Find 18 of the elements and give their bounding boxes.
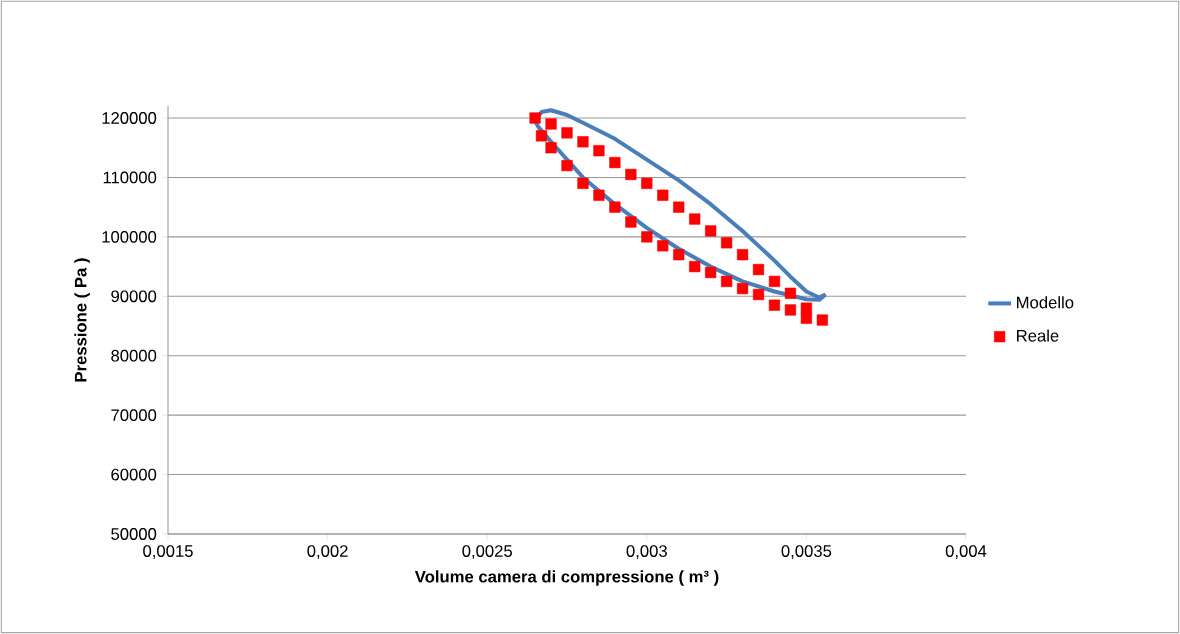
y-tick-label: 90000	[111, 290, 157, 303]
x-tick-label: 0,003	[626, 545, 667, 559]
x-tick-label: 0,002	[307, 545, 348, 559]
y-tick-label: 100000	[102, 230, 157, 243]
legend-label: Reale	[1017, 329, 1059, 342]
legend-label: Modello	[1017, 296, 1074, 309]
x-tick-label: 0,004	[945, 545, 987, 559]
y-axis-title: Pressione ( Pa )	[74, 258, 90, 382]
x-tick-label: 0,0025	[462, 545, 512, 559]
y-tick-label: 120000	[102, 112, 157, 124]
y-tick-label: 50000	[111, 528, 157, 540]
y-tick-label: 110000	[103, 171, 157, 184]
y-tick-label: 80000	[111, 349, 157, 362]
x-tick-label: 0,0015	[143, 545, 193, 559]
x-axis-title: Volume camera di compressione ( m³ )	[414, 570, 719, 586]
y-tick-label: 70000	[111, 409, 157, 422]
x-tick-label: 0,0035	[781, 545, 832, 559]
y-tick-label: 60000	[111, 468, 157, 481]
